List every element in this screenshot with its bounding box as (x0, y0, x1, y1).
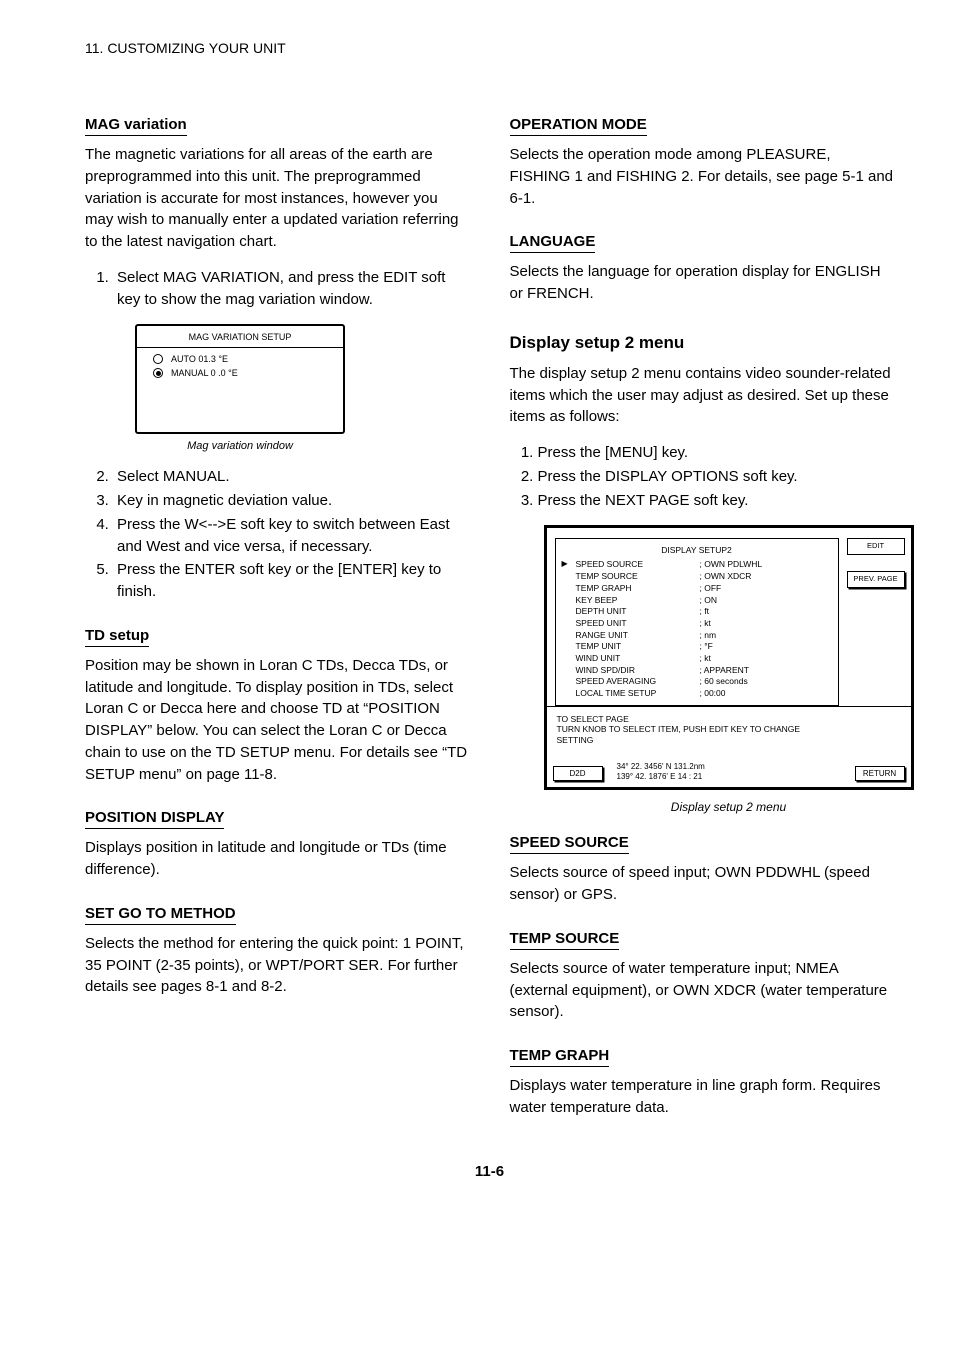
list-item: ; 00:00 (700, 688, 832, 698)
list-item: ; OWN XDCR (700, 571, 832, 581)
list-item: RANGE UNIT (576, 630, 696, 640)
list-item: TEMP SOURCE (576, 571, 696, 581)
setup2-fig-title: DISPLAY SETUP2 (562, 545, 832, 555)
heading-set-goto-method: SET GO TO METHOD (85, 905, 236, 925)
list-item: SPEED AVERAGING (576, 676, 696, 686)
setup2-figure: DISPLAY SETUP2 ▶ SPEED SOURCE ; OWN PDLW… (544, 525, 914, 814)
status-d2d: D2D (553, 766, 603, 782)
heading-language: LANGUAGE (510, 233, 596, 253)
para-td-setup: Position may be shown in Loran C TDs, De… (85, 655, 470, 786)
heading-mag-variation: MAG variation (85, 116, 187, 136)
para-set-goto-method: Selects the method for entering the quic… (85, 933, 470, 998)
list-item: DEPTH UNIT (576, 606, 696, 616)
para-display-setup2: The display setup 2 menu contains video … (510, 363, 895, 428)
hint-line-2: TURN KNOB TO SELECT ITEM, PUSH EDIT KEY … (557, 724, 831, 744)
list-item: ; ON (700, 595, 832, 605)
magvar-step-5: Press the ENTER soft key or the [ENTER] … (113, 559, 470, 603)
magvar-step-4: Press the W<-->E soft key to switch betw… (113, 514, 470, 558)
heading-temp-graph: TEMP GRAPH (510, 1047, 610, 1067)
softkey-edit: EDIT (847, 538, 905, 555)
magvar-steps-cont: Select MANUAL. Key in magnetic deviation… (85, 466, 470, 603)
setup2-steps: Press the [MENU] key. Press the DISPLAY … (510, 442, 895, 511)
heading-speed-source: SPEED SOURCE (510, 834, 629, 854)
magvar-figure: MAG VARIATION SETUP AUTO 01.3 °E MANUAL … (135, 324, 345, 452)
magvar-step-3: Key in magnetic deviation value. (113, 490, 470, 512)
header-section-path: 11. CUSTOMIZING YOUR UNIT (85, 40, 894, 56)
hint-line-1: TO SELECT PAGE (557, 714, 831, 724)
list-item: SPEED UNIT (576, 618, 696, 628)
magvar-step-1-list: Select MAG VARIATION, and press the EDIT… (85, 267, 470, 311)
para-operation-mode: Selects the operation mode among PLEASUR… (510, 144, 895, 209)
magvar-fig-title: MAG VARIATION SETUP (147, 332, 333, 343)
para-mag-variation: The magnetic variations for all areas of… (85, 144, 470, 253)
heading-position-display: POSITION DISPLAY (85, 809, 224, 829)
magvar-auto-label: AUTO 01.3 °E (171, 354, 228, 364)
list-item: ; OFF (700, 583, 832, 593)
magvar-manual-label: MANUAL 0 .0 °E (171, 368, 238, 378)
left-column: MAG variation The magnetic variations fo… (85, 116, 470, 1133)
list-item: WIND UNIT (576, 653, 696, 663)
setup2-step-2: Press the DISPLAY OPTIONS soft key. (538, 466, 895, 488)
right-column: OPERATION MODE Selects the operation mod… (510, 116, 895, 1133)
setup2-fig-caption: Display setup 2 menu (544, 800, 914, 814)
list-item: ; kt (700, 653, 832, 663)
list-item: KEY BEEP (576, 595, 696, 605)
list-item: ; APPARENT (700, 665, 832, 675)
triangle-marker-icon: ▶ (562, 559, 572, 569)
radio-manual-icon (153, 368, 163, 378)
heading-td-setup: TD setup (85, 627, 149, 647)
magvar-step-1: Select MAG VARIATION, and press the EDIT… (113, 267, 470, 311)
para-speed-source: Selects source of speed input; OWN PDDWH… (510, 862, 895, 906)
list-item: ; kt (700, 618, 832, 628)
para-position-display: Displays position in latitude and longit… (85, 837, 470, 881)
list-item: ; 60 seconds (700, 676, 832, 686)
status-pos-2: 139° 42. 1876' E 14 : 21 (617, 772, 849, 782)
status-return: RETURN (855, 766, 905, 782)
list-item: LOCAL TIME SETUP (576, 688, 696, 698)
magvar-fig-caption: Mag variation window (135, 440, 345, 452)
list-item: ; ft (700, 606, 832, 616)
list-item: ; nm (700, 630, 832, 640)
list-item: TEMP UNIT (576, 641, 696, 651)
setup2-step-3: Press the NEXT PAGE soft key. (538, 490, 895, 512)
heading-display-setup2: Display setup 2 menu (510, 333, 895, 353)
softkey-prev-page: PREV. PAGE (847, 571, 905, 588)
para-temp-graph: Displays water temperature in line graph… (510, 1075, 895, 1119)
para-language: Selects the language for operation displ… (510, 261, 895, 305)
heading-operation-mode: OPERATION MODE (510, 116, 647, 136)
list-item: ; OWN PDLWHL (700, 559, 832, 569)
radio-auto-icon (153, 354, 163, 364)
list-item: ; °F (700, 641, 832, 651)
page-number: 11-6 (85, 1163, 894, 1180)
status-pos-1: 34° 22. 3456' N 131.2nm (617, 762, 849, 772)
para-temp-source: Selects source of water temperature inpu… (510, 958, 895, 1023)
list-item: TEMP GRAPH (576, 583, 696, 593)
heading-temp-source: TEMP SOURCE (510, 930, 620, 950)
magvar-step-2: Select MANUAL. (113, 466, 470, 488)
setup2-list-grid: ▶ SPEED SOURCE ; OWN PDLWHL TEMP SOURCE;… (562, 559, 832, 698)
setup2-step-1: Press the [MENU] key. (538, 442, 895, 464)
list-item: SPEED SOURCE (576, 559, 696, 569)
list-item: WIND SPD/DIR (576, 665, 696, 675)
